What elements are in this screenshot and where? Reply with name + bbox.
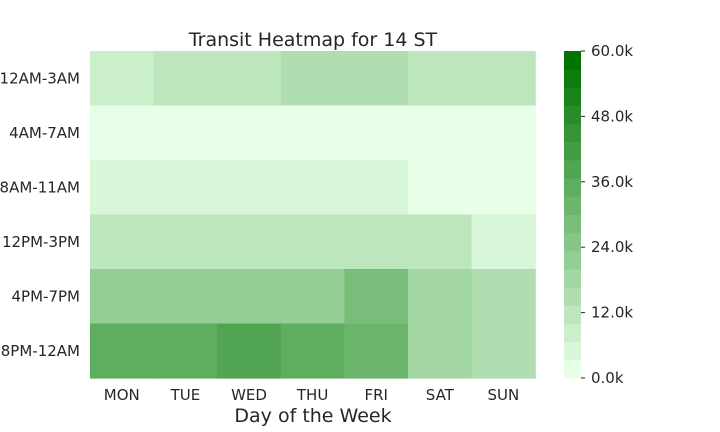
heatmap-cell-4am-7am-wed — [217, 105, 282, 161]
colorbar-tick-label: 60.0k — [591, 42, 633, 60]
y-tick-label: 12PM-3PM — [2, 233, 80, 251]
heatmap-cell-12pm-3pm-thu — [280, 214, 345, 270]
colorbar-segment — [564, 178, 581, 197]
y-tick-labels: 12AM-3AM 4AM-7AM 8AM-11AM 12PM-3PM 4PM-7PM 8P… — [0, 69, 80, 360]
heatmap-cell-12am-3am-tue — [153, 51, 218, 107]
heatmap-cell-12pm-3pm-tue — [153, 214, 218, 270]
heatmap-cell-12am-3am-sat — [408, 51, 473, 107]
colorbar-segment — [564, 359, 581, 379]
heatmap-cell-12am-3am-wed — [217, 51, 282, 107]
heatmap-cell-12pm-3pm-fri — [344, 214, 409, 270]
colorbar-segment — [564, 341, 581, 361]
colorbar-segment — [564, 232, 581, 252]
heatmap-cell-4pm-7pm-mon — [90, 269, 155, 325]
colorbar-segment — [564, 196, 581, 215]
heatmap-cell-12pm-3pm-wed — [217, 214, 282, 270]
colorbar-segment — [564, 87, 581, 106]
y-tick-label: 4AM-7AM — [9, 124, 80, 142]
colorbar-segment — [564, 123, 581, 143]
heatmap-cell-8pm-12am-thu — [280, 323, 345, 379]
y-tick-label: 8PM-12AM — [1, 342, 80, 360]
heatmap-cell-8am-11am-wed — [217, 160, 282, 216]
y-tick-label: 12AM-3AM — [0, 69, 80, 87]
colorbar-segment — [564, 69, 581, 88]
colorbar-tick-label: 0.0k — [591, 369, 624, 387]
heatmap-cell-4am-7am-thu — [280, 105, 345, 161]
chart-title: Transit Heatmap for 14 ST — [188, 29, 438, 51]
heatmap-cell-4pm-7pm-fri — [344, 269, 409, 325]
colorbar-segment — [564, 214, 581, 234]
heatmap-cell-8am-11am-sun — [471, 160, 536, 216]
colorbar-tick-label: 36.0k — [591, 173, 633, 191]
colorbar-tick-labels: 0.0k 12.0k 24.0k 36.0k 48.0k 60.0k — [581, 42, 633, 387]
colorbar-tick-label: 24.0k — [591, 238, 633, 256]
heatmap-cell-8am-11am-fri — [344, 160, 409, 216]
colorbar-segment — [564, 323, 581, 343]
x-tick-label: TUE — [170, 386, 201, 404]
heatmap-cell-12am-3am-sun — [471, 51, 536, 107]
colorbar-segment — [564, 287, 581, 306]
heatmap-cell-4pm-7pm-thu — [280, 269, 345, 325]
heatmap-cell-4am-7am-sun — [471, 105, 536, 161]
colorbar-segment — [564, 269, 581, 288]
heatmap-cell-8am-11am-mon — [90, 160, 155, 216]
colorbar — [564, 51, 581, 379]
y-tick-label: 4PM-7PM — [12, 287, 80, 305]
heatmap-cell-4pm-7pm-sun — [471, 269, 536, 325]
heatmap-cell-8pm-12am-tue — [153, 323, 218, 379]
x-tick-label: SAT — [426, 386, 455, 404]
x-tick-label: SUN — [488, 386, 520, 404]
heatmap-cell-8pm-12am-fri — [344, 323, 409, 379]
y-tick-label: 8AM-11AM — [0, 178, 80, 196]
colorbar-segment — [564, 305, 581, 324]
heatmap-cell-8am-11am-sat — [408, 160, 473, 216]
heatmap-cell-4am-7am-fri — [344, 105, 409, 161]
heatmap-cell-4am-7am-mon — [90, 105, 155, 161]
heatmap-cell-4pm-7pm-sat — [408, 269, 473, 325]
heatmap-cell-4am-7am-tue — [153, 105, 218, 161]
heatmap-cell-12am-3am-fri — [344, 51, 409, 107]
heatmap-cell-12am-3am-mon — [90, 51, 155, 107]
colorbar-tick-label: 12.0k — [591, 304, 633, 322]
heatmap-cells — [90, 51, 536, 379]
heatmap-cell-8pm-12am-sun — [471, 323, 536, 379]
heatmap-cell-8pm-12am-sat — [408, 323, 473, 379]
x-tick-label: MON — [104, 386, 140, 404]
heatmap-cell-12pm-3pm-sun — [471, 214, 536, 270]
heatmap-cell-8pm-12am-mon — [90, 323, 155, 379]
colorbar-segment — [564, 160, 581, 179]
colorbar-segment — [564, 51, 581, 70]
x-tick-labels: MON TUE WED THU FRI SAT SUN — [104, 386, 519, 404]
x-tick-label: THU — [296, 386, 328, 404]
colorbar-segment — [564, 141, 581, 161]
heatmap-cell-8am-11am-tue — [153, 160, 218, 216]
colorbar-segment — [564, 250, 581, 270]
heatmap-cell-12am-3am-thu — [280, 51, 345, 107]
colorbar-tick-label: 48.0k — [591, 107, 633, 125]
heatmap-cell-4am-7am-sat — [408, 105, 473, 161]
x-tick-label: WED — [231, 386, 267, 404]
heatmap-cell-12pm-3pm-mon — [90, 214, 155, 270]
heatmap-cell-4pm-7pm-wed — [217, 269, 282, 325]
x-tick-label: FRI — [364, 386, 387, 404]
colorbar-segment — [564, 105, 581, 125]
heatmap-cell-8pm-12am-wed — [217, 323, 282, 379]
x-axis-label: Day of the Week — [234, 405, 391, 427]
heatmap-cell-12pm-3pm-sat — [408, 214, 473, 270]
heatmap-cell-4pm-7pm-tue — [153, 269, 218, 325]
heatmap-cell-8am-11am-thu — [280, 160, 345, 216]
